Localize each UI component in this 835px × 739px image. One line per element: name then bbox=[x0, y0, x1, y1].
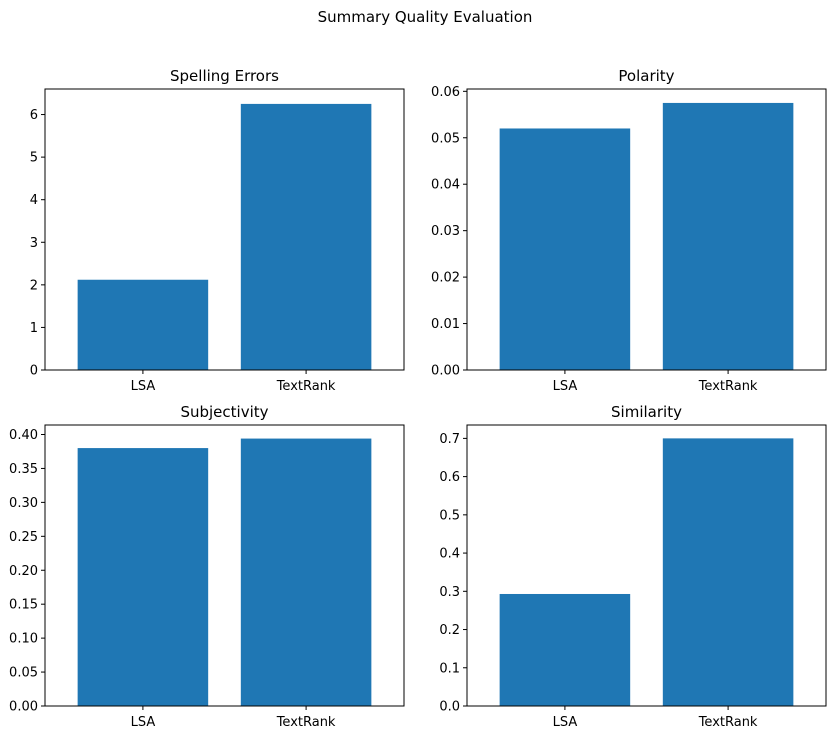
bar-lsa bbox=[77, 279, 209, 370]
y-tick-label: 0.00 bbox=[431, 364, 460, 379]
axes-frame bbox=[44, 88, 405, 371]
subplot-1: Spelling Errors 0 1 2 3 4 5 6 LSA TextRank bbox=[30, 67, 405, 394]
axes-frame bbox=[44, 424, 405, 707]
axes-frame bbox=[466, 424, 827, 707]
x-tick-label: TextRank bbox=[276, 379, 336, 394]
y-tick-label: 0.40 bbox=[9, 428, 38, 443]
subplot-2: Polarity 0.00 0.01 0.02 0.03 0.04 0.05 0.06 LSA T… bbox=[431, 67, 827, 394]
y-tick-label: 0.20 bbox=[9, 564, 38, 579]
y-tick-label: 0.15 bbox=[9, 598, 38, 613]
bar-lsa bbox=[499, 593, 631, 706]
axes-frame bbox=[466, 88, 827, 371]
x-tick-label: TextRank bbox=[276, 715, 336, 730]
bar-lsa bbox=[499, 128, 631, 370]
y-tick-label: 0.01 bbox=[431, 317, 460, 332]
y-tick-label: 0.06 bbox=[431, 85, 460, 100]
bar-textrank bbox=[240, 103, 372, 370]
y-tick-label: 0.4 bbox=[439, 547, 460, 562]
bar-textrank bbox=[240, 438, 372, 706]
x-tick-label: TextRank bbox=[698, 379, 758, 394]
subplot-title: Subjectivity bbox=[180, 403, 268, 421]
y-tick-label: 2 bbox=[30, 278, 38, 293]
bar-lsa bbox=[77, 448, 209, 706]
y-tick-label: 0.25 bbox=[9, 530, 38, 545]
subplot-title: Similarity bbox=[611, 403, 682, 421]
y-tick-label: 0 bbox=[30, 364, 38, 379]
y-tick-label: 0.7 bbox=[439, 432, 460, 447]
y-tick-label: 4 bbox=[30, 193, 38, 208]
y-tick-label: 0.3 bbox=[439, 585, 460, 600]
y-tick-label: 0.04 bbox=[431, 178, 460, 193]
y-tick-label: 3 bbox=[30, 236, 38, 251]
y-tick-label: 0.05 bbox=[9, 666, 38, 681]
bar-textrank bbox=[662, 102, 794, 370]
y-tick-label: 0.2 bbox=[439, 623, 460, 638]
subplot-title: Spelling Errors bbox=[170, 67, 279, 85]
y-tick-label: 0.0 bbox=[439, 700, 460, 715]
y-tick-label: 1 bbox=[30, 321, 38, 336]
y-tick-label: 0.1 bbox=[439, 661, 460, 676]
y-tick-label: 5 bbox=[30, 151, 38, 166]
bar-textrank bbox=[662, 438, 794, 706]
y-tick-label: 0.5 bbox=[439, 508, 460, 523]
y-tick-label: 0.6 bbox=[439, 470, 460, 485]
subplot-3: Subjectivity 0.00 0.05 0.10 0.15 0.20 0.25 0.30… bbox=[9, 403, 405, 730]
x-tick-label: LSA bbox=[553, 715, 578, 730]
y-tick-label: 0.30 bbox=[9, 496, 38, 511]
x-tick-label: LSA bbox=[131, 715, 156, 730]
x-tick-label: LSA bbox=[131, 379, 156, 394]
y-tick-label: 0.02 bbox=[431, 271, 460, 286]
y-tick-label: 0.35 bbox=[9, 462, 38, 477]
subplot-title: Polarity bbox=[618, 67, 674, 85]
x-tick-label: LSA bbox=[553, 379, 578, 394]
y-tick-label: 0.10 bbox=[9, 632, 38, 647]
subplot-4: Similarity 0.0 0.1 0.2 0.3 0.4 0.5 0.6 0.7 LSA Tex… bbox=[439, 403, 827, 730]
y-tick-label: 0.03 bbox=[431, 224, 460, 239]
y-tick-label: 6 bbox=[30, 108, 38, 123]
y-tick-label: 0.00 bbox=[9, 700, 38, 715]
figure-suptitle: Summary Quality Evaluation bbox=[318, 8, 533, 26]
y-tick-label: 0.05 bbox=[431, 131, 460, 146]
x-tick-label: TextRank bbox=[698, 715, 758, 730]
